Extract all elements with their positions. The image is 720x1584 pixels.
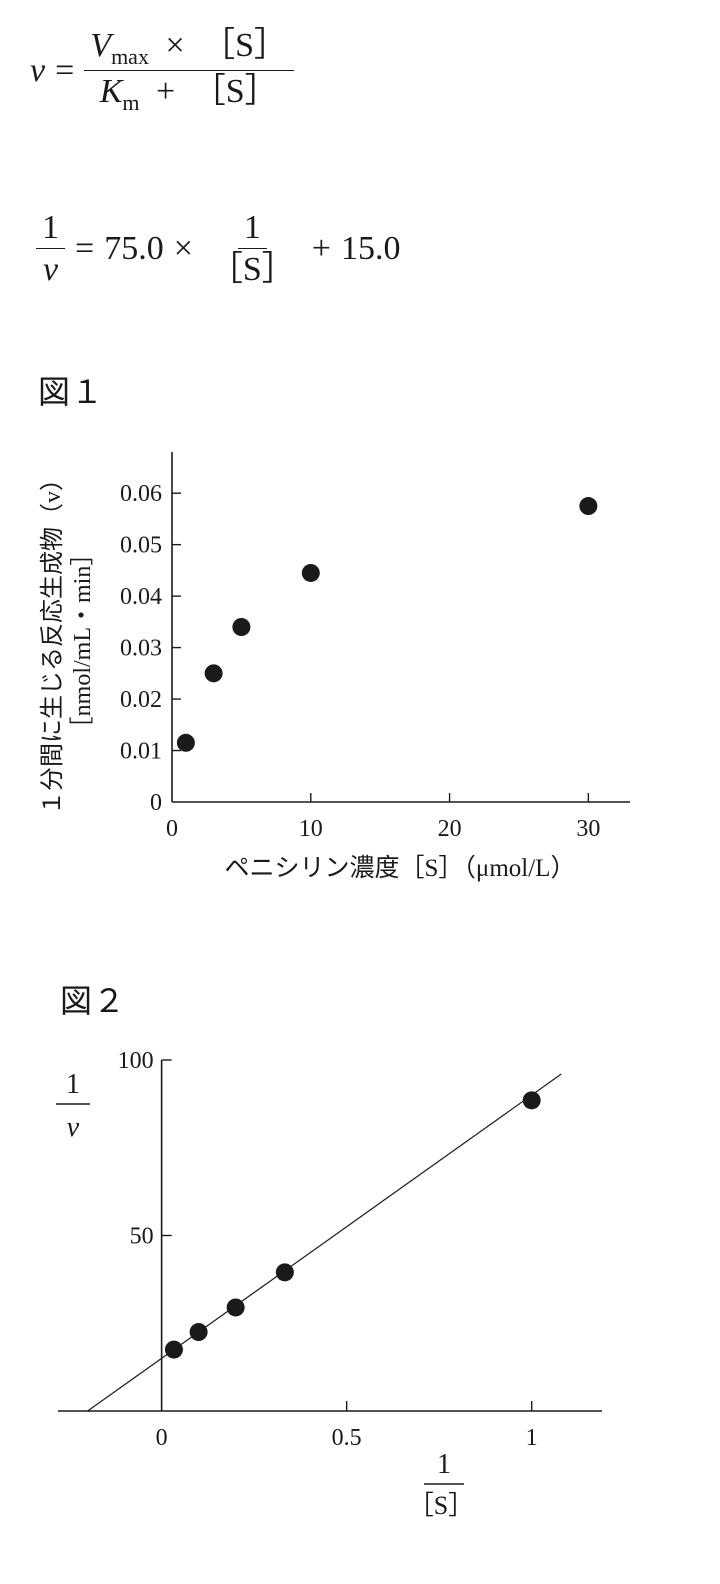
mm-numerator: Vmax × ［S］ — [84, 27, 295, 71]
y-axis-title: 1 v — [56, 1069, 90, 1143]
vmax-symbol: V — [90, 27, 112, 64]
vmax-subscript: max — [111, 43, 149, 69]
y-tick-label: 0.05 — [120, 533, 162, 559]
data-point — [232, 618, 251, 636]
y-axis-title-numerator: 1 — [66, 1069, 80, 1100]
equals-sign: = — [75, 229, 95, 267]
data-point — [226, 1298, 245, 1317]
figure-2-label: 図２ — [60, 983, 127, 1019]
reciprocal-s-fraction: 1 ［S］ — [203, 210, 302, 287]
fraction-denominator: v — [42, 250, 59, 288]
data-point — [164, 1340, 183, 1359]
slope-value: 75.0 — [104, 229, 164, 267]
plus-sign: + — [156, 72, 176, 110]
y-axis-label: １分間に生じる反応生成物（v） ［nmol/mL・min］ — [39, 467, 96, 815]
mm-denominator: Km + ［S］ — [94, 71, 285, 114]
x-axis-title-denominator: ［S］ — [408, 1491, 474, 1520]
y-tick-label: 50 — [130, 1224, 154, 1250]
mm-fraction: Vmax × ［S］ Km + ［S］ — [84, 27, 295, 114]
data-point — [301, 563, 320, 582]
x-axis-title: 1 ［S］ — [408, 1449, 474, 1520]
y-axis-label-line2: ［nmol/mL・min］ — [69, 542, 96, 741]
y-tick-label: 100 — [118, 1048, 154, 1074]
data-point — [522, 1091, 541, 1110]
y-tick-label: 0.03 — [120, 636, 162, 662]
y-axis-label-line1: １分間に生じる反応生成物（v） — [39, 467, 66, 815]
x-tick-label: 20 — [438, 816, 462, 842]
reciprocal-v-fraction: 1 v — [36, 210, 65, 287]
x-tick-label: 1 — [526, 1425, 538, 1451]
data-point — [189, 1323, 208, 1342]
velocity-symbol: v — [30, 51, 46, 89]
fit-line — [87, 1073, 562, 1412]
lineweaver-burk-equation: 1 v = 75.0 × 1 ［S］ + 15.0 — [36, 210, 400, 287]
times-sign: × — [173, 229, 193, 267]
fraction-numerator: 1 — [237, 210, 267, 249]
figure-1-label: 図１ — [38, 374, 105, 410]
x-axis-label: ペニシリン濃度［S］（μmol/L） — [225, 854, 576, 882]
y-tick-label: 0.04 — [120, 584, 162, 610]
fraction-denominator: ［S］ — [208, 250, 296, 288]
figure-2-chart: 1 v 1 ［S］ 50 100 0 0.5 1 — [56, 1048, 602, 1520]
michaelis-menten-equation: v = Vmax × ［S］ Km + ［S］ — [30, 27, 295, 114]
fraction-numerator: 1 — [36, 210, 65, 249]
data-point — [204, 664, 223, 683]
x-tick-label: 30 — [576, 816, 600, 842]
y-tick-label: 0.01 — [120, 739, 162, 765]
data-point — [275, 1263, 294, 1282]
km-subscript: m — [122, 89, 140, 115]
times-sign: × — [165, 27, 185, 64]
data-point — [579, 497, 598, 516]
x-tick-label: 0 — [166, 816, 178, 842]
y-tick-label: 0.02 — [120, 687, 162, 713]
substrate-symbol: ［S］ — [201, 27, 289, 64]
x-axis-title-numerator: 1 — [437, 1449, 451, 1480]
x-tick-label: 0.5 — [332, 1425, 362, 1451]
intercept-value: 15.0 — [340, 229, 401, 267]
y-tick-label: 0 — [150, 790, 162, 816]
figure-1-chart: １分間に生じる反応生成物（v） ［nmol/mL・min］ ペニシリン濃度［S］… — [39, 452, 630, 882]
data-point — [176, 733, 195, 752]
x-tick-label: 10 — [299, 816, 323, 842]
x-tick-label: 0 — [156, 1425, 168, 1451]
km-symbol: K — [99, 72, 123, 110]
y-tick-label: 0.06 — [120, 481, 162, 507]
substrate-symbol: ［S］ — [191, 72, 279, 110]
equals-sign: = — [55, 51, 75, 89]
plus-sign: + — [311, 229, 331, 267]
y-axis-title-denominator: v — [67, 1112, 80, 1143]
